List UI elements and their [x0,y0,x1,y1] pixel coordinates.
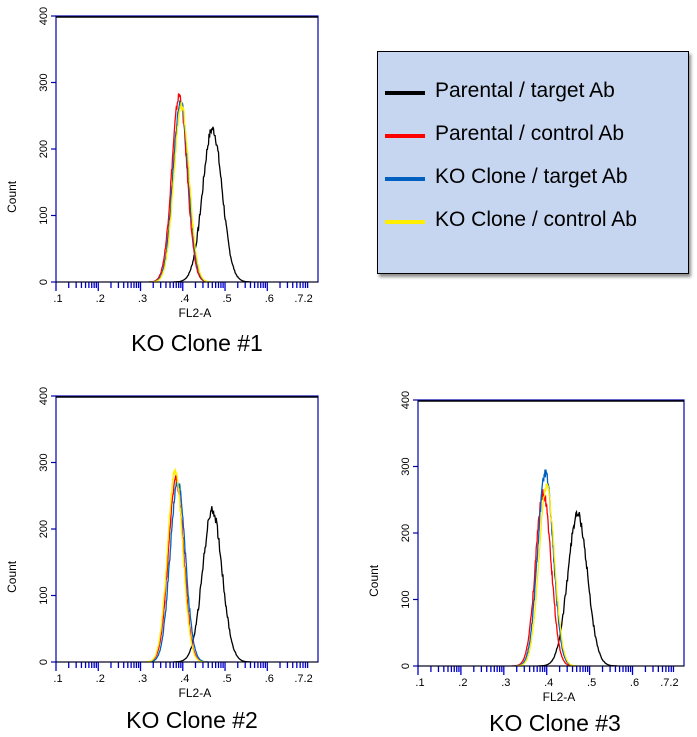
x-axis-label: FL2-A [543,690,576,704]
y-tick-label: 400 [38,7,50,25]
legend-label: KO Clone / target Ab [435,165,628,188]
histogram-series-line [514,469,577,667]
x-tick-label: .1 [53,293,62,305]
y-tick-label: 300 [38,453,50,471]
plot-frame [55,395,319,663]
legend-swatch [385,134,425,138]
y-tick-label: 300 [400,457,412,475]
x-tick-label: .5 [222,293,231,305]
histogram-series-line [512,488,575,667]
legend-swatch [385,177,425,181]
legend-label: KO Clone / control Ab [435,208,637,231]
legend-entry: KO Clone / target Ab [378,159,688,199]
legend-entry: Parental / target Ab [378,73,688,113]
histogram-series-line [149,93,210,283]
y-tick-label: 300 [38,73,50,91]
x-tick-label: .2 [96,293,105,305]
chart-title-3: KO Clone #3 [489,710,621,736]
y-tick-label: 400 [38,387,50,405]
x-tick-label: .2 [96,673,105,685]
histogram-series-line [145,475,207,663]
y-tick-label: 200 [400,524,412,542]
plot-frame [417,399,685,667]
x-axis-label: FL2-A [179,686,212,700]
x-tick-label: .4 [544,677,553,689]
legend-swatch [385,220,425,224]
chart-title-2: KO Clone #2 [126,707,258,733]
legend-entry: Parental / control Ab [378,116,688,156]
y-tick-label: 0 [38,279,50,285]
x-tick-label: .5 [222,673,231,685]
x-tick-label: .6 [265,673,274,685]
x-tick-label: .5 [587,677,596,689]
y-tick-label: 0 [38,659,50,665]
x-tick-label: .2 [458,677,467,689]
histogram-series-line [515,483,578,667]
y-axis-label: Count [5,560,19,593]
y-tick-label: 100 [38,586,50,604]
histogram-plot-2: 0 100 200 300 400 Count .1 .2 .3 .4 .5 .6 .7.2 FL2-A [5,387,319,700]
y-tick-label: 400 [400,391,412,409]
histogram-plot-1: 0 100 200 300 400 Count .1 .2 .3 .4 .5 .6 .7.2 FL2-A [5,7,319,320]
y-axis-label: Count [367,564,381,597]
x-tick-label: .6 [265,293,274,305]
y-tick-label: 100 [400,590,412,608]
x-tick-label: .7.2 [294,293,312,305]
x-tick-label: .4 [180,673,189,685]
histogram-series-line [150,100,212,283]
x-tick-label: .1 [415,677,424,689]
y-tick-label: 100 [38,206,50,224]
x-tick-label: .3 [138,293,147,305]
x-tick-label: .6 [630,677,639,689]
histogram-series-line [144,468,206,663]
x-tick-label: .7.2 [294,673,312,685]
legend-label: Parental / target Ab [435,79,615,102]
histogram-series-line [173,126,252,283]
histogram-plot-3: 0 100 200 300 400 Count .1 .2 .3 .4 .5 .6 .7.2 FL2-A [367,391,685,704]
histogram-series-line [151,100,212,283]
y-axis-label: Count [5,180,19,213]
x-tick-label: .7.2 [660,677,678,689]
x-tick-label: .4 [180,293,189,305]
y-tick-label: 200 [38,140,50,158]
y-tick-label: 200 [38,520,50,538]
y-tick-label: 0 [400,663,412,669]
x-tick-label: .1 [53,673,62,685]
chart-title-1: KO Clone #1 [131,330,263,356]
legend-label: Parental / control Ab [435,122,625,145]
x-tick-label: .3 [501,677,510,689]
histogram-series-line [538,509,618,667]
legend-entry: KO Clone / control Ab [378,202,688,242]
histogram-series-line [173,506,252,663]
legend-swatch [385,91,425,95]
x-axis-label: FL2-A [179,306,212,320]
legend: Parental / target Ab Parental / control … [377,51,689,274]
x-tick-label: .3 [138,673,147,685]
histogram-series-line [147,481,209,663]
